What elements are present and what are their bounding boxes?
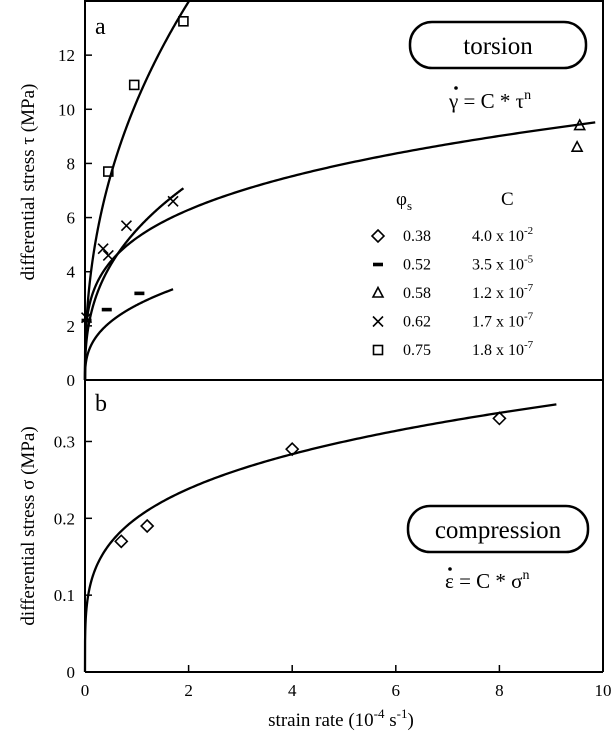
x-tick-label: 2 xyxy=(184,681,193,700)
compression-eq-exp: n xyxy=(523,568,530,583)
legend-marker-triangle xyxy=(371,285,385,298)
legend-phi: 0.52 xyxy=(403,257,431,274)
a-y-tick-label: 8 xyxy=(67,154,76,173)
legend-c: 3.5 x 10-5 xyxy=(472,254,534,274)
fit-curve-phi-0.52 xyxy=(83,288,174,381)
legend-row: 0.75 1.8 x 10-7 xyxy=(372,339,534,359)
data-point-diamond xyxy=(114,534,129,549)
legend-phi: 0.75 xyxy=(403,342,431,359)
legend-phi: 0.38 xyxy=(403,228,431,245)
legend: φs C 0.38 4.0 x 10-2 0.52 3.5 x 10-5 0.58 1.2… xyxy=(370,189,534,359)
a-y-tick-label: 2 xyxy=(67,317,76,336)
legend-marker-square xyxy=(372,344,384,356)
torsion-label-box xyxy=(408,20,588,70)
data-point-cross xyxy=(167,195,179,207)
b-y-tick-label: 0.3 xyxy=(54,432,75,451)
fit-curve-phi-0.75 xyxy=(83,0,192,381)
data-point-diamond xyxy=(140,518,155,534)
legend-c: 1.8 x 10-7 xyxy=(472,339,534,359)
data-point-diamond xyxy=(492,411,507,426)
a-y-tick-label: 0 xyxy=(67,371,76,390)
b-y-tick-label: 0.1 xyxy=(54,586,75,605)
torsion-eq-dot xyxy=(454,86,458,90)
legend-head-phi: φ xyxy=(396,189,407,210)
compression-eq-dot xyxy=(448,567,452,571)
data-point-cross xyxy=(80,312,93,324)
panel-a-y-axis-label: differential stress τ (MPa) xyxy=(18,84,39,281)
data-point-diamond xyxy=(285,442,300,457)
panel-b-label: b xyxy=(95,391,107,417)
torsion-eq-lhs: γ xyxy=(448,89,458,113)
data-point-triangle xyxy=(570,139,584,152)
panel-b-y-ticks: 0 0.1 0.2 0.3 xyxy=(54,432,92,682)
compression-label-box xyxy=(406,504,590,554)
legend-phi: 0.62 xyxy=(403,314,431,331)
fit-curve-phi-0.38 xyxy=(83,403,557,673)
panel-b-data-points xyxy=(114,411,507,549)
data-point-square xyxy=(128,79,140,91)
svg-text:ε = C * σn: ε = C * σn xyxy=(445,568,530,593)
data-point-cross xyxy=(102,249,114,262)
data-point-square xyxy=(103,166,114,177)
legend-head-c: C xyxy=(501,189,514,210)
a-y-tick-label: 6 xyxy=(67,209,76,228)
b-y-tick-label: 0 xyxy=(67,663,76,682)
legend-c: 1.7 x 10-7 xyxy=(472,311,534,331)
svg-text:γ = C * τn: γ = C * τn xyxy=(448,88,531,113)
compression-eq-lhs: ε xyxy=(445,569,454,593)
a-y-tick-label: 10 xyxy=(58,100,75,119)
legend-c: 4.0 x 10-2 xyxy=(472,225,533,245)
data-point-square xyxy=(178,16,189,27)
x-axis-label: strain rate (10-4 s-1) xyxy=(268,706,414,731)
svg-text:φs: φs xyxy=(396,189,412,213)
legend-marker-cross xyxy=(372,315,384,328)
legend-marker-dash xyxy=(373,262,383,267)
panel-a-data-points xyxy=(80,16,587,324)
x-tick-label: 0 xyxy=(81,681,90,700)
data-point-dash xyxy=(81,318,92,323)
legend-row: 0.38 4.0 x 10-2 xyxy=(370,225,533,245)
data-point-triangle xyxy=(573,118,587,131)
torsion-equation: γ = C * τn xyxy=(448,86,531,113)
fit-curve-phi-0.62 xyxy=(83,187,185,381)
compression-label: compression xyxy=(435,517,562,544)
data-point-dash xyxy=(134,291,145,296)
panel-b-y-axis-label: differential stress σ (MPa) xyxy=(18,426,39,625)
legend-c: 1.2 x 10-7 xyxy=(472,282,534,302)
panel-b-fit-curves xyxy=(83,403,557,673)
compression-equation: ε = C * σn xyxy=(445,567,530,593)
a-y-tick-label: 12 xyxy=(58,46,75,65)
panel-b-x-ticks: 0 2 4 6 8 10 xyxy=(81,665,612,700)
torsion-eq-rhs: = C * τ xyxy=(458,89,524,113)
legend-phi: 0.58 xyxy=(403,285,431,302)
legend-head-phi-sub: s xyxy=(407,198,412,213)
panel-a-label: a xyxy=(95,14,106,40)
data-point-dash xyxy=(101,307,112,312)
x-tick-label: 4 xyxy=(288,681,297,700)
panel-b: b 0 0.1 0.2 0.3 0 2 4 6 8 10 differential stress… xyxy=(18,380,612,731)
legend-marker-diamond xyxy=(370,228,386,244)
b-y-tick-label: 0.2 xyxy=(54,509,75,528)
compression-eq-rhs: = C * σ xyxy=(454,569,523,593)
legend-row: 0.62 1.7 x 10-7 xyxy=(372,311,534,331)
torsion-eq-exp: n xyxy=(524,88,531,103)
a-y-tick-label: 4 xyxy=(67,263,76,282)
legend-row: 0.52 3.5 x 10-5 xyxy=(373,254,534,274)
x-tick-label: 8 xyxy=(495,681,504,700)
panel-a-y-ticks: 0 2 4 6 8 10 12 xyxy=(58,46,92,390)
x-tick-label: 10 xyxy=(595,681,612,700)
data-point-cross xyxy=(120,220,133,232)
legend-row: 0.58 1.2 x 10-7 xyxy=(371,282,534,302)
x-tick-label: 6 xyxy=(392,681,401,700)
data-point-cross xyxy=(97,243,109,255)
panel-a-fit-curves xyxy=(83,0,596,381)
torsion-label: torsion xyxy=(463,33,533,60)
